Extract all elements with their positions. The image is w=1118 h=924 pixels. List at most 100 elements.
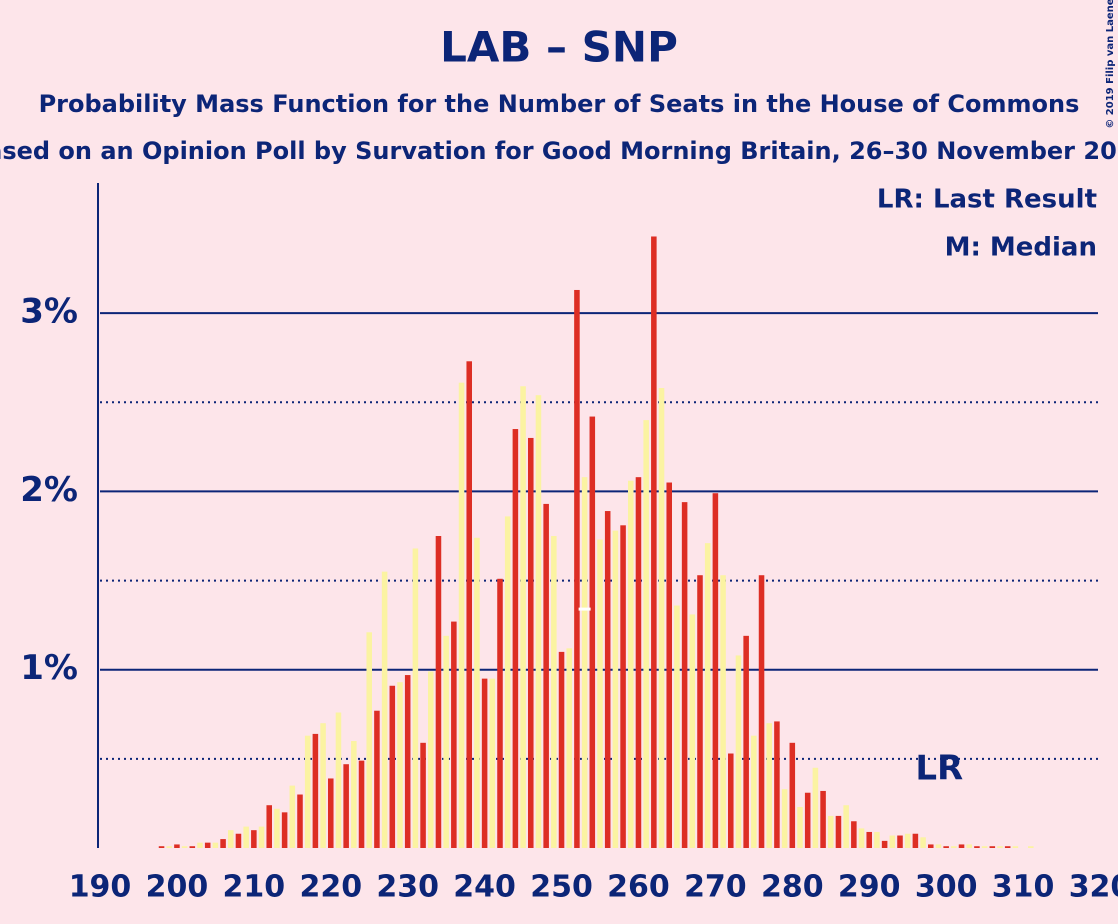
bar bbox=[497, 578, 503, 848]
bar bbox=[658, 388, 665, 848]
bar bbox=[358, 760, 365, 848]
bar bbox=[943, 846, 949, 848]
x-tick-label: 200 bbox=[146, 870, 209, 905]
bar bbox=[535, 395, 542, 848]
bar bbox=[966, 844, 972, 848]
copyright: © 2019 Filip van Laenen bbox=[1105, 0, 1116, 129]
legend-note: M: Median bbox=[945, 233, 1097, 263]
bar bbox=[504, 516, 511, 848]
bar bbox=[797, 806, 803, 848]
bar bbox=[481, 678, 488, 848]
bar bbox=[174, 844, 180, 848]
bar bbox=[312, 733, 319, 848]
bar bbox=[928, 844, 934, 848]
x-tick-label: 210 bbox=[223, 870, 286, 905]
bar bbox=[566, 648, 572, 848]
bar bbox=[897, 835, 903, 848]
x-tick-label: 190 bbox=[69, 870, 132, 905]
bar bbox=[581, 477, 588, 848]
bar bbox=[158, 846, 165, 848]
bar bbox=[851, 821, 857, 848]
bar bbox=[374, 710, 380, 848]
x-tick-label: 220 bbox=[299, 870, 362, 905]
bar bbox=[758, 575, 765, 848]
bar bbox=[235, 833, 242, 848]
bar bbox=[620, 525, 626, 848]
bar bbox=[528, 437, 534, 848]
bar bbox=[997, 846, 1003, 848]
bar bbox=[428, 671, 434, 848]
bar bbox=[412, 548, 419, 848]
bar bbox=[166, 846, 172, 848]
bar bbox=[520, 386, 526, 848]
bar bbox=[651, 236, 657, 849]
bar bbox=[743, 635, 749, 848]
bar bbox=[181, 846, 188, 848]
bar bbox=[951, 846, 957, 848]
bar bbox=[512, 429, 519, 848]
chart-title: LAB – SNP bbox=[440, 23, 678, 72]
bar bbox=[435, 536, 442, 848]
x-tick-label: 250 bbox=[530, 870, 593, 905]
bar bbox=[974, 846, 980, 848]
bar bbox=[266, 805, 272, 848]
bar bbox=[843, 805, 849, 848]
bar bbox=[712, 493, 719, 848]
bar bbox=[728, 753, 734, 848]
bar bbox=[351, 741, 357, 848]
bar bbox=[404, 675, 411, 848]
bar bbox=[697, 575, 703, 848]
bar bbox=[228, 830, 234, 848]
bar bbox=[597, 539, 603, 848]
chart-subtitle: Probability Mass Function for the Number… bbox=[39, 90, 1080, 118]
y-tick-label: 1% bbox=[20, 648, 78, 688]
y-tick-label: 2% bbox=[20, 470, 78, 510]
bar bbox=[958, 844, 965, 848]
bar bbox=[335, 712, 342, 848]
legend-note: LR: Last Result bbox=[877, 185, 1097, 215]
bar bbox=[297, 794, 303, 848]
bar bbox=[704, 543, 711, 848]
bar bbox=[989, 846, 996, 848]
bar bbox=[612, 530, 619, 848]
bar bbox=[251, 830, 257, 848]
chart-subtitle: Based on an Opinion Poll by Survation fo… bbox=[0, 137, 1118, 165]
bar bbox=[874, 831, 880, 848]
x-tick-label: 270 bbox=[684, 870, 747, 905]
x-tick-label: 290 bbox=[838, 870, 901, 905]
last-result-label: LR bbox=[915, 749, 963, 789]
bar bbox=[304, 735, 311, 848]
bar bbox=[681, 502, 688, 848]
x-tick-label: 310 bbox=[992, 870, 1055, 905]
bar bbox=[820, 790, 826, 848]
bar bbox=[204, 842, 211, 848]
x-tick-label: 260 bbox=[607, 870, 670, 905]
bar bbox=[789, 742, 796, 848]
bar bbox=[489, 678, 496, 848]
x-tick-label: 300 bbox=[915, 870, 978, 905]
bar bbox=[643, 420, 649, 848]
bar bbox=[751, 735, 757, 848]
bar bbox=[735, 655, 742, 848]
bar bbox=[674, 605, 680, 848]
bar bbox=[904, 833, 911, 848]
bar bbox=[604, 511, 611, 848]
bar bbox=[889, 835, 896, 848]
bar bbox=[1028, 846, 1034, 848]
bar bbox=[835, 815, 842, 848]
bar bbox=[720, 575, 726, 848]
bar bbox=[258, 826, 265, 848]
bar bbox=[981, 846, 988, 848]
bar bbox=[197, 842, 203, 848]
bar bbox=[1012, 846, 1019, 848]
bar bbox=[458, 382, 465, 848]
bar bbox=[635, 477, 642, 848]
bar bbox=[320, 723, 326, 848]
x-tick-label: 280 bbox=[761, 870, 824, 905]
bar bbox=[466, 361, 472, 848]
bar bbox=[828, 815, 834, 848]
bar bbox=[812, 767, 819, 848]
bar bbox=[274, 808, 280, 848]
bar bbox=[451, 621, 457, 848]
